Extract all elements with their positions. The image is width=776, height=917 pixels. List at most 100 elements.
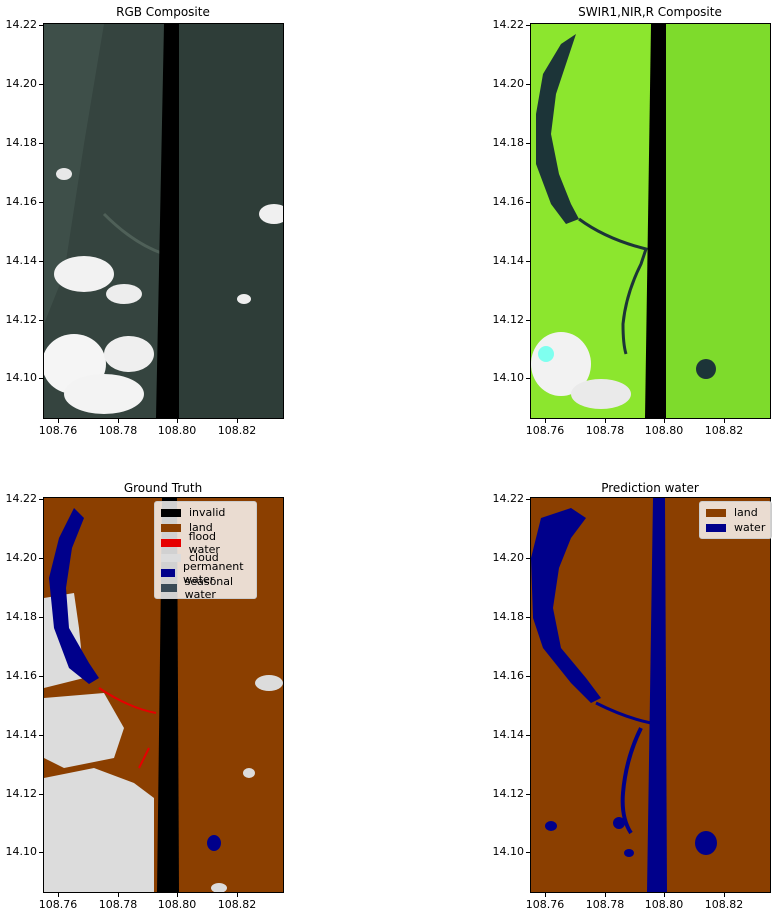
y-tick-mark (526, 793, 530, 795)
y-tick-label: 14.14 (5, 727, 38, 741)
legend-item: permanent water (161, 560, 250, 586)
x-tick-mark (118, 893, 119, 897)
x-tick-mark (118, 419, 119, 423)
y-tick-mark (39, 25, 43, 26)
y-tick-mark (526, 734, 530, 736)
x-tick-label: 108.76 (38, 424, 78, 437)
x-tick-label: 108.82 (704, 898, 744, 911)
x-tick-label: 108.78 (585, 898, 625, 911)
y-tick-label: 14.22 (5, 18, 38, 31)
y-tick-mark (526, 142, 530, 144)
y-tick-mark (39, 793, 43, 795)
panel-title: Ground Truth (123, 481, 203, 495)
x-tick-label: 108.78 (98, 898, 138, 911)
legend-label: land (189, 521, 213, 534)
y-tick-mark (39, 260, 43, 262)
x-tick-mark (605, 893, 606, 897)
y-tick-mark (39, 201, 43, 203)
x-tick-label: 108.80 (644, 424, 684, 437)
legend-label: seasonal water (184, 574, 234, 601)
y-tick-label: 14.18 (492, 135, 525, 149)
legend-item: cloud (161, 550, 250, 565)
y-tick-mark (526, 557, 530, 559)
x-tick-label: 108.80 (644, 898, 684, 911)
legend-label: land (734, 506, 758, 519)
y-tick-mark (39, 378, 43, 380)
y-tick-mark (39, 142, 43, 144)
legend-swatch (706, 523, 726, 532)
legend-swatch (161, 523, 181, 532)
swir-composite-image (530, 23, 771, 419)
legend-swatch (161, 538, 181, 547)
y-tick-label: 14.16 (492, 668, 525, 682)
x-tick-mark (724, 419, 725, 423)
legend-label: cloud (189, 551, 219, 564)
x-tick-label: 108.76 (525, 898, 565, 911)
x-tick-mark (237, 419, 238, 423)
y-tick-mark (526, 499, 530, 500)
y-tick-mark (39, 83, 43, 85)
legend-swatch (161, 583, 177, 592)
x-tick-label: 108.80 (157, 424, 197, 437)
legend-item: invalid (161, 505, 250, 520)
legend-label: permanent water (182, 559, 244, 586)
y-tick-label: 14.12 (492, 312, 525, 326)
x-tick-label: 108.78 (585, 424, 625, 437)
y-tick-label: 14.10 (492, 371, 525, 385)
x-tick-label: 108.80 (157, 898, 197, 911)
ground-truth-legend: invalid land flood water cloud permanent… (154, 501, 257, 601)
x-tick-mark (237, 893, 238, 897)
y-tick-mark (39, 319, 43, 321)
y-tick-label: 14.10 (5, 371, 38, 385)
y-tick-label: 14.10 (5, 845, 38, 859)
panel-title: RGB Composite (116, 5, 210, 19)
prediction-image (530, 497, 771, 893)
y-tick-label: 14.20 (492, 76, 525, 90)
rgb-composite-image (43, 23, 284, 419)
x-tick-label: 108.82 (217, 424, 257, 437)
x-tick-mark (545, 419, 546, 423)
y-tick-label: 14.22 (492, 18, 525, 31)
prediction-legend: land water (699, 501, 773, 539)
x-tick-label: 108.76 (525, 424, 565, 437)
y-tick-mark (526, 201, 530, 203)
y-tick-mark (526, 852, 530, 854)
legend-label: flood water (188, 529, 220, 556)
y-tick-mark (526, 260, 530, 262)
y-tick-mark (39, 675, 43, 677)
y-tick-mark (39, 852, 43, 854)
y-tick-label: 14.18 (5, 609, 38, 623)
y-tick-mark (526, 25, 530, 26)
y-tick-mark (39, 616, 43, 618)
y-tick-label: 14.16 (5, 194, 38, 208)
y-tick-label: 14.22 (492, 492, 525, 505)
y-tick-label: 14.14 (5, 253, 38, 267)
legend-item: land (706, 505, 765, 520)
x-tick-mark (177, 419, 178, 423)
x-tick-label: 108.82 (704, 424, 744, 437)
y-tick-mark (526, 675, 530, 677)
y-tick-label: 14.18 (5, 135, 38, 149)
y-tick-label: 14.20 (5, 76, 38, 90)
y-tick-mark (39, 557, 43, 559)
y-tick-mark (39, 499, 43, 500)
legend-label: water (734, 521, 766, 534)
y-tick-label: 14.10 (492, 845, 525, 859)
legend-item: land (161, 520, 250, 535)
y-tick-mark (526, 319, 530, 321)
y-tick-label: 14.12 (5, 312, 38, 326)
y-tick-label: 14.16 (5, 668, 38, 682)
x-tick-mark (605, 419, 606, 423)
x-tick-mark (724, 893, 725, 897)
legend-item: water (706, 520, 765, 535)
x-tick-mark (545, 893, 546, 897)
x-tick-mark (58, 893, 59, 897)
y-tick-mark (526, 616, 530, 618)
y-tick-label: 14.12 (5, 786, 38, 800)
y-tick-label: 14.20 (5, 550, 38, 564)
y-tick-mark (526, 378, 530, 380)
x-tick-mark (58, 419, 59, 423)
legend-swatch (161, 508, 181, 517)
x-tick-mark (177, 893, 178, 897)
panel-title: SWIR1,NIR,R Composite (578, 5, 722, 19)
